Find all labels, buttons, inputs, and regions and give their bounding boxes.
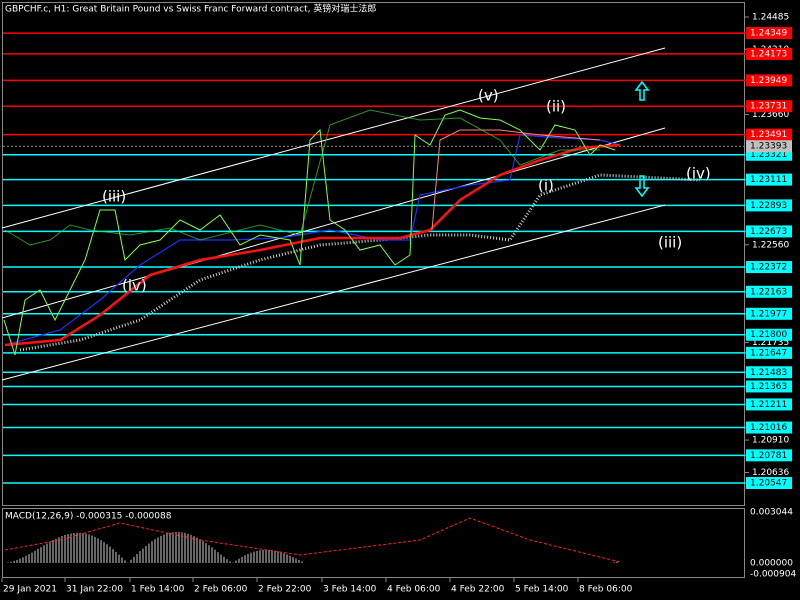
wave-label: (iv) — [686, 165, 711, 183]
level-box — [746, 398, 792, 411]
level-label: 1.22372 — [750, 263, 787, 273]
time-label: 3 Feb 14:00 — [323, 585, 377, 595]
macd-axis-label: -0.000904 — [750, 570, 796, 580]
price-axis-label: 1.20910 — [752, 436, 789, 446]
level-label: 1.21211 — [750, 400, 787, 410]
price-panel-frame — [2, 2, 745, 506]
time-label: 5 Feb 14:00 — [515, 585, 569, 595]
levels: 1.244851.242101.236601.225601.217351.209… — [3, 13, 792, 490]
wave-label: (i) — [538, 177, 554, 195]
level-box — [746, 366, 792, 379]
wave-label: (iii) — [102, 188, 126, 206]
time-label: 4 Feb 22:00 — [451, 585, 505, 595]
level-box — [746, 74, 792, 87]
level-label: 1.21363 — [750, 382, 787, 392]
price-axis-label: 1.22560 — [752, 240, 789, 250]
level-box — [746, 199, 792, 212]
time-label: 4 Feb 06:00 — [387, 585, 441, 595]
level-label: 1.23491 — [750, 130, 787, 140]
level-label: 1.22673 — [750, 227, 787, 237]
level-box — [746, 477, 792, 490]
level-label: 1.21977 — [750, 309, 787, 319]
moving-average — [4, 134, 621, 346]
level-box — [746, 173, 792, 186]
time-label: 8 Feb 06:00 — [579, 585, 633, 595]
current-price-label: 1.23393 — [750, 142, 787, 152]
wave-label: (iv) — [122, 277, 147, 295]
level-box — [746, 380, 792, 393]
price-axis-label: 1.21735 — [752, 338, 789, 348]
level-box — [746, 27, 792, 40]
price-axis-label: 1.23660 — [752, 110, 789, 120]
level-label: 1.22163 — [750, 287, 787, 297]
current-price-box — [746, 140, 792, 153]
wave-label: (v) — [478, 87, 499, 105]
moving-average — [4, 143, 621, 347]
time-label: 1 Feb 14:00 — [131, 585, 185, 595]
channel-line — [1, 47, 666, 229]
level-label: 1.22893 — [750, 201, 787, 211]
time-axis: 29 Jan 2021 31 Jan 22:00 1 Feb 14:00 2 Feb … — [1, 578, 633, 595]
level-label: 1.23321 — [750, 150, 787, 160]
level-box — [746, 261, 792, 274]
level-box — [746, 47, 792, 60]
level-label: 1.20781 — [750, 451, 787, 461]
level-label: 1.23111 — [750, 175, 787, 185]
price-axis-label: 1.24485 — [752, 13, 789, 23]
level-box — [746, 225, 792, 238]
time-label: 2 Feb 22:00 — [258, 585, 312, 595]
level-label: 1.21016 — [750, 423, 787, 433]
level-label: 1.21483 — [750, 368, 787, 378]
level-box — [746, 285, 792, 298]
macd-signal — [4, 517, 621, 563]
price-line — [3, 109, 616, 356]
channel-line — [1, 127, 666, 319]
time-label: 2 Feb 06:00 — [194, 585, 248, 595]
level-box — [746, 346, 792, 359]
channel-line — [1, 204, 666, 381]
time-label: 29 Jan 2021 — [3, 585, 57, 595]
indicator-line — [4, 109, 600, 246]
macd-panel-frame — [2, 508, 745, 578]
level-box — [746, 128, 792, 141]
level-label: 1.21800 — [750, 330, 787, 340]
macd-axis-label: 0.003044 — [750, 508, 793, 518]
wave-label: (ii) — [546, 98, 566, 116]
level-label: 1.23731 — [750, 102, 787, 112]
level-box — [746, 449, 792, 462]
down-arrow — [634, 175, 650, 198]
level-box — [746, 421, 792, 434]
level-label: 1.24173 — [750, 49, 787, 59]
level-box — [746, 100, 792, 113]
level-label: 1.24349 — [750, 29, 787, 39]
channel — [1, 47, 666, 381]
level-label: 1.23949 — [750, 76, 787, 86]
time-label: 31 Jan 22:00 — [66, 585, 123, 595]
price-axis-label: 1.20636 — [752, 468, 789, 478]
level-box — [746, 328, 792, 341]
macd-axis-label: 0.000000 — [750, 559, 793, 569]
level-label: 1.20547 — [750, 479, 787, 489]
macd-histogram — [4, 517, 621, 563]
level-box — [746, 307, 792, 320]
chart-header: GBPCHF.c, H1: Great Britain Pound vs Swi… — [5, 3, 376, 15]
macd-label: MACD(12,26,9) -0.000315 -0.000088 — [5, 512, 172, 522]
indicator-line — [431, 129, 601, 231]
up-arrow — [634, 80, 650, 101]
wave-label: (iii) — [658, 234, 682, 252]
level-label: 1.21647 — [750, 348, 787, 358]
